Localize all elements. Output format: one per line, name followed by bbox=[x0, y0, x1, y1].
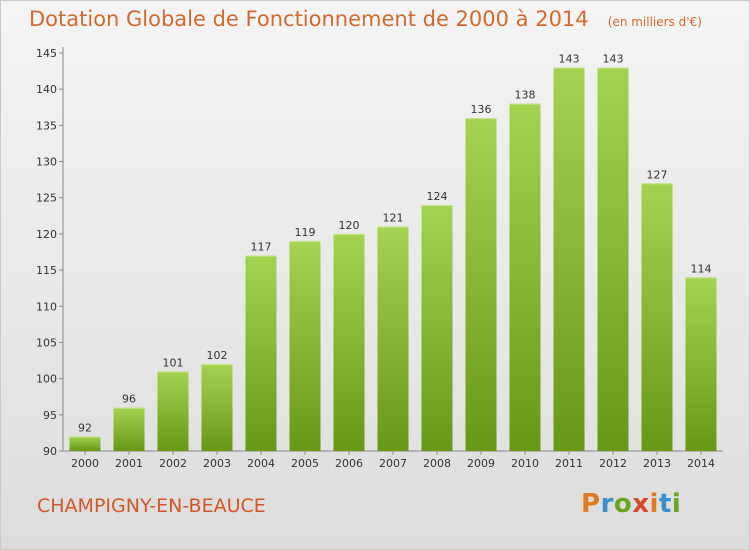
chart-title: Dotation Globale de Fonctionnement de 20… bbox=[29, 7, 589, 31]
bar-2009 bbox=[465, 118, 497, 452]
bar-2010 bbox=[509, 103, 541, 452]
bar-2005 bbox=[289, 241, 321, 451]
x-tick-label-2012: 2012 bbox=[599, 457, 627, 470]
axes: 90 95 100 105 110 115 120 125 130 135 140 145 2000 20… bbox=[36, 47, 723, 470]
title-row: Dotation Globale de Fonctionnement de 20… bbox=[29, 7, 702, 31]
x-tick-label-2002: 2002 bbox=[159, 457, 187, 470]
bar-2014 bbox=[685, 277, 717, 451]
y-tick-label: 100 bbox=[36, 373, 57, 386]
x-tick-label-2006: 2006 bbox=[335, 457, 363, 470]
bar-2007 bbox=[377, 226, 409, 451]
commune-name: CHAMPIGNY-EN-BEAUCE bbox=[37, 495, 266, 517]
y-tick-label: 135 bbox=[36, 119, 57, 132]
y-tick-label: 120 bbox=[36, 228, 57, 241]
bar-2013 bbox=[641, 183, 673, 451]
x-tick-label-2003: 2003 bbox=[203, 457, 231, 470]
value-label-2007: 121 bbox=[383, 212, 404, 225]
bar-2004 bbox=[245, 255, 277, 451]
bar-2003 bbox=[201, 364, 233, 451]
x-tick-label-2001: 2001 bbox=[115, 457, 143, 470]
x-tick-label-2007: 2007 bbox=[379, 457, 407, 470]
bar-2008 bbox=[421, 204, 453, 451]
y-tick-label: 145 bbox=[36, 47, 57, 60]
value-label-2001: 96 bbox=[122, 393, 136, 406]
value-label-2004: 117 bbox=[251, 241, 272, 254]
value-label-2002: 101 bbox=[163, 356, 184, 369]
x-tick-label-2005: 2005 bbox=[291, 457, 319, 470]
y-tick-label: 125 bbox=[36, 192, 57, 205]
y-tick-label: 95 bbox=[43, 409, 57, 422]
y-tick-label: 110 bbox=[36, 300, 57, 313]
proxiti-logo: Proxiti bbox=[581, 489, 682, 519]
value-label-2014: 114 bbox=[691, 262, 712, 275]
x-tick-label-2004: 2004 bbox=[247, 457, 275, 470]
value-label-2009: 136 bbox=[471, 103, 492, 116]
value-label-2010: 138 bbox=[515, 89, 536, 102]
x-tick-label-2009: 2009 bbox=[467, 457, 495, 470]
x-tick-label-2011: 2011 bbox=[555, 457, 583, 470]
unit-note: (en milliers d'€) bbox=[607, 15, 702, 29]
bar-2006 bbox=[333, 233, 365, 451]
x-tick-label-2000: 2000 bbox=[71, 457, 99, 470]
bar-2002 bbox=[157, 371, 189, 451]
bar-2001 bbox=[113, 407, 145, 451]
y-tick-label: 140 bbox=[36, 83, 57, 96]
value-label-2013: 127 bbox=[647, 168, 668, 181]
value-label-2005: 119 bbox=[295, 226, 316, 239]
y-tick-label: 130 bbox=[36, 156, 57, 169]
y-tick-label: 105 bbox=[36, 336, 57, 349]
value-label-2000: 92 bbox=[78, 422, 92, 435]
bars bbox=[69, 67, 717, 452]
value-label-2006: 120 bbox=[339, 219, 360, 232]
value-label-2011: 143 bbox=[559, 52, 580, 65]
bar-2000 bbox=[69, 436, 101, 451]
y-tick-label: 90 bbox=[43, 445, 57, 458]
x-tick-label-2013: 2013 bbox=[643, 457, 671, 470]
y-tick-label: 115 bbox=[36, 264, 57, 277]
x-tick-label-2014: 2014 bbox=[687, 457, 715, 470]
value-label-2008: 124 bbox=[427, 190, 448, 203]
bar-2012 bbox=[597, 67, 629, 452]
value-labels: 92 96 101 102 117 119 120 121 124 136 138 143 143 127… bbox=[78, 52, 712, 434]
x-tick-label-2008: 2008 bbox=[423, 457, 451, 470]
value-label-2012: 143 bbox=[603, 52, 624, 65]
bar-2011 bbox=[553, 67, 585, 452]
x-tick-label-2010: 2010 bbox=[511, 457, 539, 470]
value-label-2003: 102 bbox=[207, 349, 228, 362]
